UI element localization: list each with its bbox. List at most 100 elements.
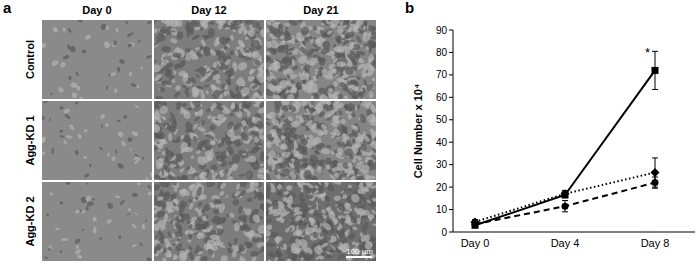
- cell-texture: [288, 20, 299, 27]
- cell-texture: [224, 70, 232, 76]
- cell-texture: [162, 257, 168, 261]
- image-background: [42, 101, 152, 180]
- cell-texture: [298, 203, 302, 208]
- cell-texture: [282, 123, 292, 130]
- cell-texture: [315, 201, 318, 206]
- cell-texture: [201, 215, 208, 222]
- cell-texture: [236, 183, 241, 190]
- cell-texture: [267, 164, 276, 174]
- cell-texture: [372, 77, 376, 81]
- cell-texture: [244, 170, 254, 180]
- cell-texture: [188, 202, 194, 210]
- cell-texture: [360, 222, 370, 233]
- cell-texture: [155, 234, 159, 239]
- cell-texture: [171, 160, 177, 165]
- image-background: [266, 20, 376, 99]
- cell-texture: [286, 93, 296, 99]
- cell-texture: [249, 182, 255, 187]
- cell-texture: [312, 25, 318, 31]
- cell-texture: [166, 70, 172, 76]
- cell-texture: [372, 190, 376, 195]
- cell-texture: [121, 140, 127, 147]
- cell-texture: [266, 198, 273, 204]
- cell-texture: [250, 251, 258, 257]
- cell-texture: [181, 102, 187, 108]
- cell-texture: [210, 115, 221, 126]
- cell-texture: [363, 79, 368, 86]
- cell-texture: [248, 52, 253, 57]
- micrograph: [266, 20, 376, 99]
- cell-texture: [328, 20, 340, 28]
- cell-texture: [59, 200, 64, 204]
- cell-texture: [363, 20, 368, 26]
- cell-texture: [115, 149, 118, 154]
- cell-texture: [253, 92, 259, 97]
- cell-texture: [256, 223, 264, 234]
- cell-texture: [242, 153, 247, 156]
- cell-texture: [343, 103, 348, 109]
- cell-texture: [182, 72, 189, 82]
- cell-texture: [204, 221, 209, 225]
- cell-texture: [187, 245, 193, 251]
- cell-texture: [218, 169, 224, 176]
- cell-texture: [333, 172, 339, 179]
- cell-texture: [161, 52, 167, 58]
- cell-texture: [251, 84, 259, 90]
- cell-texture: [157, 149, 161, 152]
- micrograph: [154, 182, 264, 261]
- cell-texture: [105, 123, 108, 127]
- cell-texture: [199, 120, 207, 128]
- cell-texture: [235, 46, 240, 50]
- cell-texture: [198, 255, 209, 261]
- cell-texture: [266, 20, 272, 26]
- cell-texture: [52, 26, 59, 33]
- cell-texture: [192, 123, 198, 130]
- cell-texture: [366, 183, 372, 189]
- cell-texture: [255, 72, 264, 84]
- cell-texture: [300, 25, 310, 36]
- cell-texture: [343, 127, 348, 130]
- cell-texture: [358, 59, 364, 64]
- cell-texture: [259, 203, 264, 213]
- cell-texture: [286, 185, 293, 191]
- cell-texture: [288, 51, 293, 55]
- cell-texture: [65, 135, 72, 139]
- cell-texture: [154, 39, 160, 46]
- cell-texture: [63, 108, 71, 115]
- micrograph: [154, 101, 264, 180]
- cell-texture: [113, 40, 118, 45]
- cell-texture: [144, 219, 147, 223]
- cell-texture: [254, 60, 260, 66]
- cell-texture: [293, 153, 298, 158]
- cell-texture: [350, 20, 356, 24]
- cell-texture: [243, 125, 248, 130]
- cell-texture: [309, 101, 316, 107]
- cell-texture: [332, 101, 341, 110]
- cell-texture: [131, 223, 137, 229]
- cell-texture: [169, 193, 175, 198]
- cell-texture: [43, 101, 48, 103]
- cell-texture: [100, 124, 103, 128]
- cell-texture: [200, 92, 205, 99]
- cell-texture: [248, 155, 257, 163]
- cell-texture: [77, 254, 83, 259]
- cell-texture: [210, 234, 221, 241]
- cell-texture: [51, 148, 54, 154]
- cell-texture: [323, 27, 336, 40]
- cell-texture: [81, 209, 85, 213]
- cell-texture: [161, 115, 167, 121]
- cell-texture: [258, 66, 264, 72]
- cell-texture: [249, 68, 256, 75]
- cell-texture: [180, 187, 191, 197]
- cell-texture: [251, 116, 256, 121]
- cell-texture: [204, 143, 214, 151]
- cell-texture: [266, 54, 272, 62]
- cell-texture: [285, 32, 291, 37]
- cell-texture: [117, 67, 121, 73]
- cell-texture: [160, 225, 167, 231]
- cell-texture: [341, 137, 347, 145]
- cell-texture: [63, 140, 68, 146]
- cell-texture: [266, 190, 271, 199]
- cell-texture: [266, 156, 270, 163]
- cell-texture: [179, 211, 185, 218]
